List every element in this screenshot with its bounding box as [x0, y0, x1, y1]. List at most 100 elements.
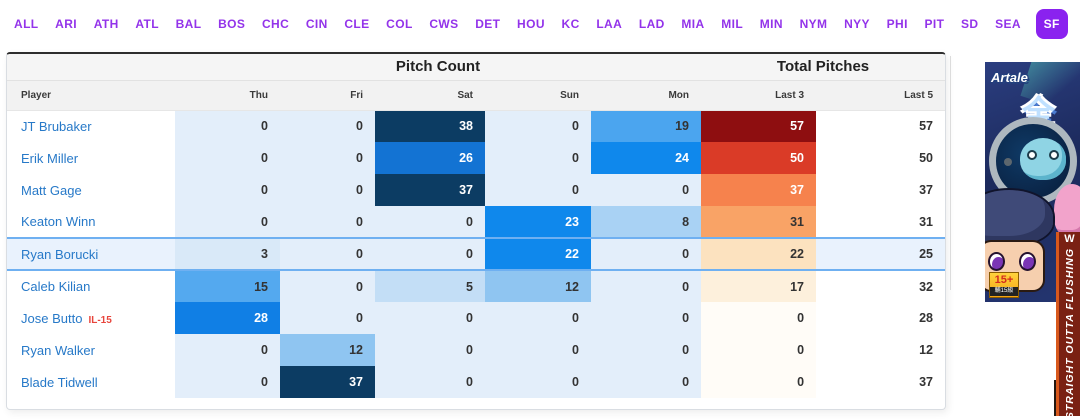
team-tab-bal[interactable]: BAL — [175, 17, 202, 31]
team-tab-kc[interactable]: KC — [561, 17, 580, 31]
pitch-count-cell: 0 — [375, 206, 485, 238]
pitch-count-cell: 24 — [591, 142, 702, 174]
column-header-sat[interactable]: Sat — [375, 80, 485, 111]
team-tab-mil[interactable]: MIL — [721, 17, 744, 31]
pitch-count-cell: 0 — [591, 302, 702, 334]
player-cell: Jose Butto IL-15 — [7, 302, 175, 334]
team-tab-nyy[interactable]: NYY — [844, 17, 870, 31]
pitch-count-cell: 28 — [175, 302, 280, 334]
pitch-count-table-card: Pitch Count Total Pitches Player Thu Fri Sa… — [6, 52, 946, 410]
player-row: Jose Butto IL-15 28 0 0 0 0 0 28 — [7, 302, 945, 334]
pitch-count-cell: 28 — [816, 302, 945, 334]
pitch-count-cell: 0 — [375, 237, 485, 271]
player-link[interactable]: Keaton Winn — [21, 214, 96, 229]
pitch-count-cell: 0 — [280, 110, 375, 142]
pitch-count-cell: 0 — [485, 366, 591, 398]
player-cell: Erik Miller — [7, 142, 175, 174]
team-tab-det[interactable]: DET — [475, 17, 501, 31]
pitch-count-cell: 3 — [175, 237, 280, 271]
player-link[interactable]: Matt Gage — [21, 182, 82, 198]
pitch-count-cell: 31 — [701, 206, 817, 238]
team-tab-sea[interactable]: SEA — [995, 17, 1021, 31]
team-tab-mia[interactable]: MIA — [681, 17, 705, 31]
column-header-last-3[interactable]: Last 3 — [701, 80, 817, 111]
column-header-row: Player Thu Fri Sat Sun Mon Last 3 Last 5 — [7, 80, 945, 111]
team-tab-hou[interactable]: HOU — [517, 17, 545, 31]
player-link[interactable]: JT Brubaker — [21, 118, 92, 134]
pitch-count-cell: 12 — [816, 334, 945, 366]
pitch-count-cell: 23 — [485, 206, 591, 238]
team-tab-sf[interactable]: SF — [1035, 9, 1068, 39]
pitch-count-cell: 32 — [816, 270, 945, 302]
player-row: Erik Miller 0 0 26 0 24 50 50 — [7, 142, 945, 174]
pitch-count-table: Pitch Count Total Pitches Player Thu Fri Sa… — [7, 54, 945, 398]
team-tab-laa[interactable]: LAA — [596, 17, 623, 31]
team-tab-lad[interactable]: LAD — [638, 17, 665, 31]
side-banner-ad[interactable]: W STRAIGHT OUTTA FLUSHING — [1056, 232, 1080, 419]
team-tab-col[interactable]: COL — [386, 17, 413, 31]
player-link[interactable]: Ryan Walker — [21, 342, 95, 358]
group-header-blank — [7, 54, 175, 81]
player-link[interactable]: Ryan Borucki — [21, 246, 99, 262]
group-header-row: Pitch Count Total Pitches — [7, 54, 945, 81]
fish-eye-right — [1049, 150, 1059, 160]
pitch-count-cell: 8 — [591, 206, 702, 238]
team-tab-chc[interactable]: CHC — [261, 17, 290, 31]
team-filter-bar: ALL ARI ATH ATL BAL BOS CHC CIN CLE COL CWS DET HOU K… — [0, 0, 1080, 48]
team-tab-phi[interactable]: PHI — [886, 17, 908, 31]
pitch-count-cell: 0 — [375, 302, 485, 334]
pitch-count-cell: 37 — [701, 174, 817, 206]
pitch-count-cell: 12 — [280, 334, 375, 366]
player-link[interactable]: Caleb Kilian — [21, 279, 91, 294]
column-header-sun[interactable]: Sun — [485, 80, 591, 111]
pitch-count-cell: 0 — [375, 334, 485, 366]
team-tab-nym[interactable]: NYM — [799, 17, 828, 31]
character-eye-left — [990, 254, 1003, 269]
pitch-count-cell: 0 — [175, 174, 280, 206]
pitch-count-cell: 0 — [280, 237, 375, 271]
pitch-count-cell: 57 — [816, 110, 945, 142]
pitch-count-cell: 17 — [701, 270, 817, 302]
player-link[interactable]: Blade Tidwell — [21, 374, 98, 390]
player-link[interactable]: Erik Miller — [21, 150, 79, 166]
pitch-count-cell: 0 — [591, 270, 702, 302]
player-link[interactable]: Jose Butto — [21, 310, 83, 326]
column-header-mon[interactable]: Mon — [591, 80, 702, 111]
team-tab-pit[interactable]: PIT — [924, 17, 945, 31]
pitch-count-cell: 0 — [175, 334, 280, 366]
pitch-count-cell: 0 — [701, 302, 817, 334]
team-tab-cin[interactable]: CIN — [305, 17, 328, 31]
team-tab-all[interactable]: ALL — [14, 17, 39, 31]
team-tab-sd[interactable]: SD — [960, 17, 979, 31]
pitch-count-cell: 0 — [280, 206, 375, 238]
player-cell: JT Brubaker — [7, 110, 175, 142]
team-tab-bos[interactable]: BOS — [218, 17, 246, 31]
pitch-count-cell: 0 — [701, 334, 817, 366]
team-tab-cle[interactable]: CLE — [344, 17, 370, 31]
team-tab-ath[interactable]: ATH — [93, 17, 119, 31]
pitch-count-cell: 0 — [280, 270, 375, 302]
pitch-count-cell: 26 — [375, 142, 485, 174]
column-header-player[interactable]: Player — [7, 80, 175, 111]
player-row: JT Brubaker 0 0 38 0 19 57 57 — [7, 110, 945, 142]
column-header-thu[interactable]: Thu — [175, 80, 280, 111]
game-ad-banner[interactable]: Artale 全新 15+ 輔15級 — [985, 62, 1080, 302]
porthole-bolt — [1004, 158, 1012, 166]
team-tab-ari[interactable]: ARI — [55, 17, 78, 31]
player-cell: Matt Gage — [7, 174, 175, 206]
pitch-count-cell: 37 — [816, 174, 945, 206]
team-tab-min[interactable]: MIN — [759, 17, 783, 31]
pitch-count-cell: 19 — [591, 110, 702, 142]
jellyfish-character — [1054, 184, 1080, 236]
character-eye-right — [1021, 254, 1034, 269]
team-tab-cws[interactable]: CWS — [429, 17, 459, 31]
column-header-fri[interactable]: Fri — [280, 80, 375, 111]
column-header-last-5[interactable]: Last 5 — [816, 80, 945, 111]
player-cell: Caleb Kilian — [7, 270, 175, 302]
pitch-count-cell: 37 — [280, 366, 375, 398]
pitch-count-cell: 15 — [175, 270, 280, 302]
team-tab-atl[interactable]: ATL — [135, 17, 159, 31]
group-header-total-pitches: Total Pitches — [701, 54, 945, 81]
pitch-count-cell: 0 — [175, 206, 280, 238]
pitch-count-cell: 5 — [375, 270, 485, 302]
